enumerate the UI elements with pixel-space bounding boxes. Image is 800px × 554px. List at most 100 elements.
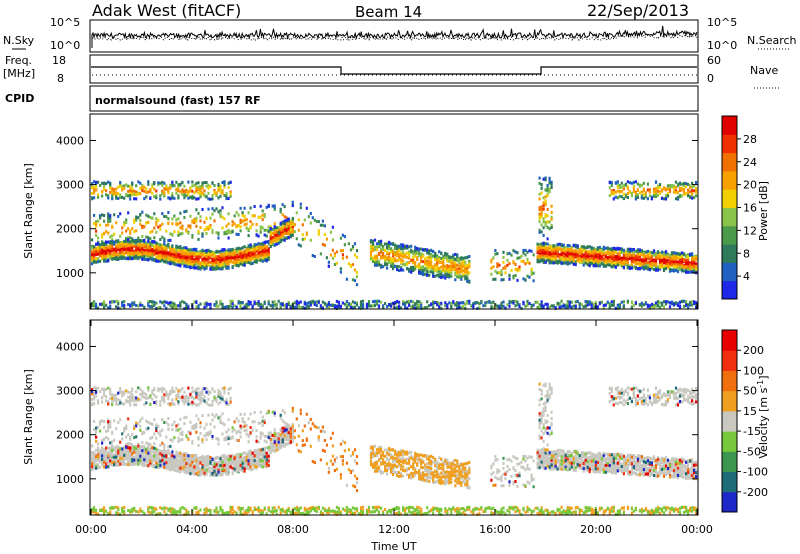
freq-label-line1: Freq. <box>5 54 32 67</box>
noise-panel: N.Sky 10^5 10^0 10^5 10^0 N.Search <box>3 16 797 53</box>
velocity-colorbar-step <box>722 330 737 351</box>
power-colorbar-step <box>722 116 737 135</box>
power-scatter-cells <box>91 185 698 274</box>
power-colorbar-step <box>722 262 737 282</box>
power-panel: 4000 3000 2000 1000 Slant Range [km] 28 24 20… <box>22 113 770 310</box>
power-colorbar-tick-label: 4 <box>743 270 750 283</box>
noise-search-label: N.Search <box>747 34 797 47</box>
velocity-ytick-label: 1000 <box>56 473 84 486</box>
velocity-colorbar-tick-label: -15 <box>743 425 761 438</box>
power-ytick-label: 4000 <box>56 134 84 147</box>
nave-tick-high: 60 <box>707 54 721 67</box>
x-tick-label: 16:00 <box>479 523 511 536</box>
power-colorbar-step <box>722 225 737 245</box>
velocity-colorbar-step <box>722 451 737 473</box>
velocity-panel-frame <box>89 319 699 516</box>
velocity-colorbar-label: Velocity [m s-1] <box>756 375 770 458</box>
velocity-colorbar: 200 100 50 15 -15 -50 -100 -200 <box>721 329 768 513</box>
x-tick-label: 00:00 <box>75 523 107 536</box>
power-colorbar-label: Power [dB] <box>757 181 770 241</box>
cpid-label: CPID <box>5 92 34 105</box>
freq-label-line2: [MHz] <box>3 67 35 80</box>
velocity-ytick-label: 4000 <box>56 340 84 353</box>
velocity-panel: 4000 3000 2000 1000 Slant Range [km] 200 100… <box>22 319 770 516</box>
velocity-colorbar-label-sup: -1 <box>756 380 765 388</box>
power-colorbar-step <box>722 244 737 263</box>
velocity-ylabel: Slant Range [km] <box>22 369 35 465</box>
noise-right-tick-high: 10^5 <box>707 16 737 29</box>
velocity-colorbar-step <box>722 390 737 412</box>
power-colorbar-step <box>722 134 737 154</box>
velocity-colorbar-tick-label: -200 <box>743 486 768 499</box>
velocity-colorbar-step <box>722 471 737 493</box>
x-axis-label: Time UT <box>370 540 416 553</box>
x-axis: 00:00 04:00 08:00 12:00 16:00 20:00 00:00 <box>75 303 713 536</box>
x-tick-label: 20:00 <box>580 523 612 536</box>
velocity-scatter-cells <box>95 386 698 478</box>
noise-left-tick-high: 10^5 <box>50 16 80 29</box>
noise-left-tick-low: 10^0 <box>50 39 80 52</box>
noise-panel-frame <box>89 19 699 53</box>
velocity-colorbar-tick-label: 15 <box>743 405 757 418</box>
cpid-panel: CPID normalsound (fast) 157 RF <box>5 85 699 112</box>
freq-tick-low: 8 <box>57 72 64 85</box>
power-colorbar-step <box>722 170 737 190</box>
velocity-scatter-cells <box>91 391 696 493</box>
noise-sky-trace <box>91 25 698 48</box>
power-colorbar: 28 24 20 16 12 8 4 <box>721 115 757 300</box>
power-colorbar-step <box>722 207 737 227</box>
velocity-colorbar-label-end: ] <box>757 375 770 379</box>
velocity-colorbar-tick-label: 50 <box>743 385 757 398</box>
power-colorbar-step <box>722 189 737 208</box>
velocity-scatter-cells <box>91 382 698 516</box>
velocity-colorbar-tick-label: 200 <box>743 344 764 357</box>
freq-tick-high: 18 <box>52 54 66 67</box>
power-scatter-cells <box>91 184 698 276</box>
power-colorbar-tick-label: 12 <box>743 224 757 237</box>
velocity-colorbar-step <box>722 431 737 452</box>
cpid-panel-frame <box>89 85 699 112</box>
velocity-colorbar-step <box>722 350 737 371</box>
frequency-trace <box>91 66 697 75</box>
nave-tick-low: 0 <box>707 72 714 85</box>
velocity-scatter-cells <box>91 386 698 516</box>
power-ytick-label: 1000 <box>56 267 84 280</box>
x-tick-label: 00:00 <box>681 523 713 536</box>
velocity-data <box>91 382 698 516</box>
power-panel-frame <box>89 113 699 310</box>
date-title: 22/Sep/2013 <box>587 1 689 20</box>
power-colorbar-tick-label: 8 <box>743 247 750 260</box>
nave-label: Nave <box>750 64 778 77</box>
power-colorbar-step <box>722 280 737 300</box>
beam-title: Beam 14 <box>355 3 422 21</box>
power-ytick-label: 3000 <box>56 179 84 192</box>
frequency-panel: Freq. [MHz] 18 8 60 0 Nave <box>3 54 780 89</box>
power-ytick-label: 2000 <box>56 223 84 236</box>
noise-right-tick-low: 10^0 <box>707 39 737 52</box>
velocity-colorbar-label-main: Velocity [m s <box>757 387 770 458</box>
x-tick-label: 08:00 <box>277 523 309 536</box>
velocity-colorbar-tick-label: -50 <box>743 445 761 458</box>
power-data <box>91 176 698 310</box>
power-scatter-cells <box>91 224 698 267</box>
velocity-colorbar-step <box>722 410 737 432</box>
velocity-ytick-label: 2000 <box>56 429 84 442</box>
power-colorbar-step <box>722 152 737 172</box>
velocity-scatter-cells <box>91 387 698 484</box>
velocity-colorbar-tick-label: 100 <box>743 364 764 377</box>
power-colorbar-tick-label: 24 <box>743 156 757 169</box>
power-scatter-cells <box>91 188 696 271</box>
x-tick-label: 04:00 <box>176 523 208 536</box>
frequency-panel-frame <box>89 54 699 84</box>
velocity-colorbar-tick-label: -100 <box>743 466 768 479</box>
x-tick-label: 12:00 <box>378 523 410 536</box>
velocity-ytick-label: 3000 <box>56 385 84 398</box>
velocity-colorbar-frame <box>721 329 738 513</box>
station-title: Adak West (fitACF) <box>92 1 241 20</box>
power-scatter-cells <box>91 177 698 310</box>
velocity-colorbar-step <box>722 491 737 513</box>
power-colorbar-tick-label: 16 <box>743 202 757 215</box>
cpid-program: normalsound (fast) 157 RF <box>95 94 261 107</box>
power-colorbar-tick-label: 20 <box>743 179 757 192</box>
